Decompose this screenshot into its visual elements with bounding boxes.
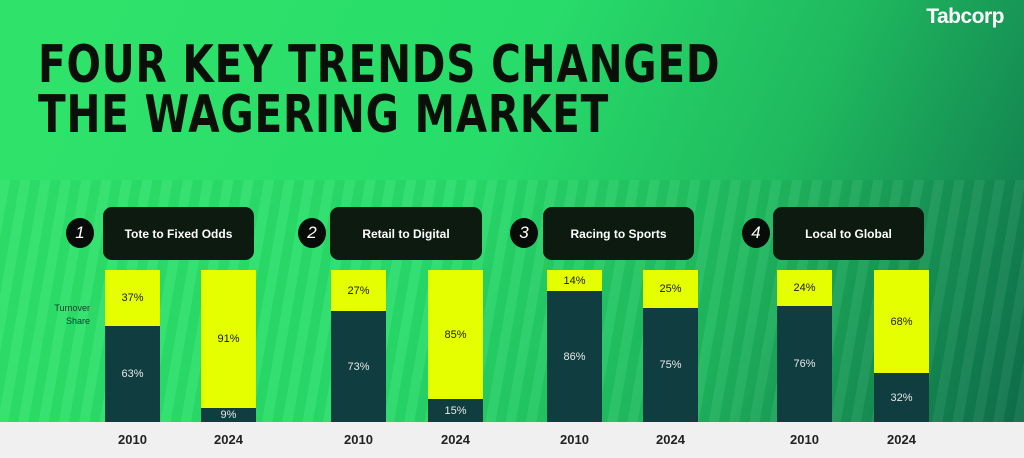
bar-segment-new: 27% [331,270,386,312]
trend-title-2: Retail to Digital [330,207,482,260]
x-tick-label: 2024 [887,432,916,447]
trend-title-1: Tote to Fixed Odds [103,207,254,260]
bar-segment-new: 24% [777,270,832,307]
title-line-1: FOUR KEY TRENDS CHANGED [38,35,721,95]
bar-segment-new: 85% [428,270,483,400]
stacked-bar: 14% 86% [547,270,602,422]
page-title: FOUR KEY TRENDS CHANGED THE WAGERING MARK… [38,35,721,145]
stacked-bar: 91% 9% [201,270,256,422]
bar-segment-new: 37% [105,270,160,327]
x-tick-label: 2010 [344,432,373,447]
bar-segment-new: 14% [547,270,602,292]
trend-number-1: 1 [66,218,94,248]
bar-segment-new: 91% [201,270,256,409]
tabcorp-logo: Tabcorp [926,5,1004,28]
x-tick-label: 2024 [656,432,685,447]
stacked-bar: 68% 32% [874,270,929,422]
x-tick-label: 2010 [790,432,819,447]
bar-segment-new: 68% [874,270,929,374]
bar-segment-old: 75% [643,308,698,422]
stacked-bar: 85% 15% [428,270,483,422]
footer-band [0,422,1024,458]
trend-number-2: 2 [298,218,326,248]
x-tick-label: 2024 [214,432,243,447]
bar-segment-old: 73% [331,311,386,422]
trend-title-4: Local to Global [773,207,924,260]
stacked-bar: 27% 73% [331,270,386,422]
bar-segment-old: 86% [547,291,602,422]
trend-number-4: 4 [742,218,770,248]
x-tick-label: 2010 [118,432,147,447]
trend-title-3: Racing to Sports [543,207,694,260]
x-tick-label: 2024 [441,432,470,447]
bar-segment-old: 76% [777,306,832,422]
y-axis-label: Turnover Share [54,303,90,326]
bar-segment-old: 15% [428,399,483,422]
title-line-2: THE WAGERING MARKET [38,85,610,145]
bar-segment-old: 9% [201,408,256,422]
stacked-bar: 25% 75% [643,270,698,422]
bar-segment-old: 32% [874,373,929,422]
stacked-bar: 24% 76% [777,270,832,422]
bar-segment-old: 63% [105,326,160,422]
bar-segment-new: 25% [643,270,698,308]
stacked-bar: 37% 63% [105,270,160,422]
x-tick-label: 2010 [560,432,589,447]
trend-number-3: 3 [510,218,538,248]
